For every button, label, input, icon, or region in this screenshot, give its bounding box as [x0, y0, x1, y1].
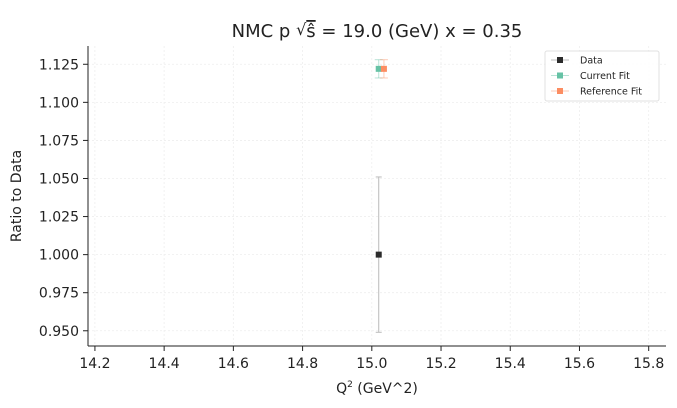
title-sqrt-symbol: √	[296, 20, 307, 39]
title-s-hat: ŝ	[306, 21, 315, 42]
y-axis-label: Ratio to Data	[9, 150, 25, 242]
title-prefix: NMC p	[232, 21, 296, 42]
x-tick-label-5: 15.2	[425, 356, 456, 372]
x-tick-label-4: 15.0	[356, 356, 387, 372]
title-suffix: = 19.0 (GeV) x = 0.35	[316, 21, 523, 42]
y-tick-label-1: 0.975	[39, 286, 79, 302]
x-axis-label: Q2 (GeV^2)	[336, 380, 418, 397]
data-marks	[374, 59, 388, 333]
y-tick-label-0: 0.950	[39, 324, 79, 340]
y-tick-label-5: 1.075	[39, 133, 79, 149]
x-tick-label-7: 15.6	[564, 356, 595, 372]
legend-marker-current-fit	[557, 72, 563, 79]
axes	[87, 46, 666, 347]
x-axis-label-sup: 2	[347, 380, 353, 390]
legend-label-data: Data	[580, 56, 603, 67]
legend-marker-reference-fit	[557, 88, 563, 94]
reference-fit-point-0	[380, 65, 387, 72]
grid	[88, 46, 666, 346]
chart-title: NMC p √ŝ = 19.0 (GeV) x = 0.35	[232, 20, 523, 42]
x-ticks: 14.2 14.4 14.6 14.8 15.0 15.2 15.4 15.6 15.8	[79, 346, 664, 372]
legend-marker-data	[557, 57, 563, 63]
y-tick-label-3: 1.025	[39, 210, 79, 226]
y-tick-label-2: 1.000	[39, 248, 79, 264]
x-axis-label-rest: (GeV^2)	[353, 381, 418, 397]
x-axis-label-base: Q	[336, 381, 347, 397]
legend-label-current-fit: Current Fit	[580, 71, 630, 82]
y-tick-label-7: 1.125	[39, 57, 79, 73]
current-fit-point-0	[375, 65, 382, 72]
x-tick-label-8: 15.8	[633, 356, 664, 372]
legend: Data Current Fit Reference Fit	[544, 50, 660, 102]
x-tick-label-3: 14.8	[287, 356, 318, 372]
x-tick-label-0: 14.2	[79, 356, 110, 372]
legend-label-reference-fit: Reference Fit	[580, 87, 642, 98]
y-ticks: 0.950 0.975 1.000 1.025 1.050 1.075 1.100 1.125	[39, 57, 88, 340]
x-tick-label-2: 14.6	[218, 356, 249, 372]
y-tick-label-6: 1.100	[39, 95, 79, 111]
data-point-0	[375, 251, 382, 258]
y-tick-label-4: 1.050	[39, 171, 79, 187]
x-tick-label-1: 14.4	[149, 356, 180, 372]
x-tick-label-6: 15.4	[495, 356, 526, 372]
legend-box	[544, 50, 660, 102]
